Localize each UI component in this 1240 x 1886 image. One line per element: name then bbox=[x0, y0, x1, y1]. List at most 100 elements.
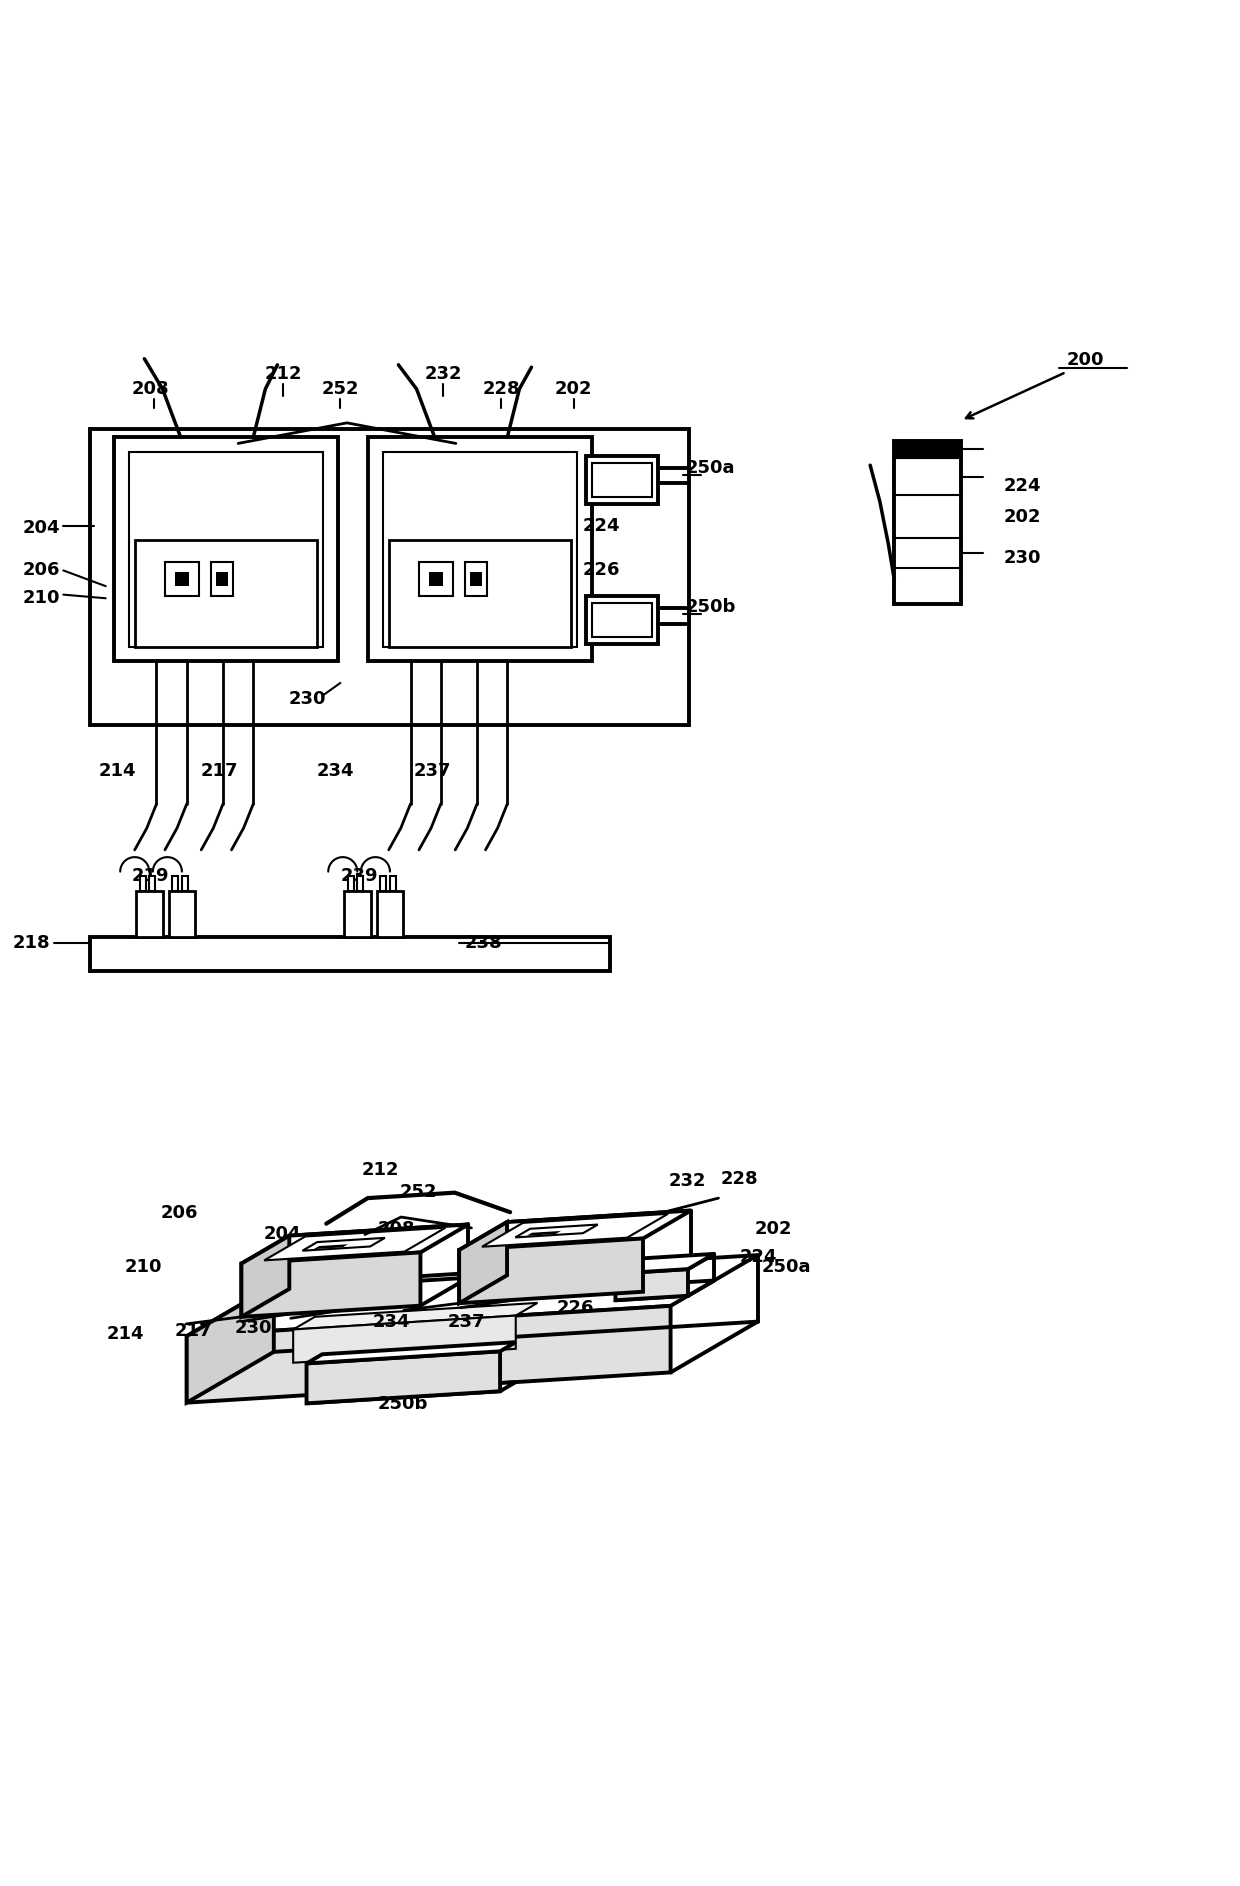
Text: 217: 217 bbox=[201, 762, 238, 781]
Text: 230: 230 bbox=[236, 1318, 273, 1337]
Text: 224: 224 bbox=[1003, 477, 1040, 494]
Bar bbox=[894, 441, 961, 458]
Bar bbox=[347, 877, 353, 890]
Bar bbox=[149, 877, 155, 890]
Text: 238: 238 bbox=[465, 934, 502, 952]
Text: 219: 219 bbox=[131, 868, 169, 885]
Text: 237: 237 bbox=[448, 1313, 485, 1332]
Polygon shape bbox=[615, 1254, 714, 1273]
Bar bbox=[470, 571, 482, 587]
Text: 228: 228 bbox=[482, 379, 520, 398]
Bar bbox=[343, 890, 371, 937]
Polygon shape bbox=[459, 1211, 691, 1250]
Bar bbox=[91, 937, 610, 971]
Bar bbox=[169, 890, 195, 937]
Bar bbox=[377, 890, 403, 937]
Text: 237: 237 bbox=[413, 762, 451, 781]
Bar bbox=[135, 539, 317, 647]
Polygon shape bbox=[187, 1286, 274, 1403]
Text: 202: 202 bbox=[556, 379, 593, 398]
Bar bbox=[465, 562, 487, 596]
Polygon shape bbox=[615, 1269, 688, 1299]
Text: 214: 214 bbox=[107, 1324, 144, 1343]
Text: 224: 224 bbox=[583, 517, 620, 534]
Polygon shape bbox=[187, 1254, 758, 1335]
Polygon shape bbox=[306, 1343, 516, 1364]
Bar bbox=[383, 453, 578, 647]
Text: 252: 252 bbox=[401, 1183, 438, 1201]
Bar bbox=[216, 571, 228, 587]
Text: 250b: 250b bbox=[686, 598, 735, 615]
Bar bbox=[140, 877, 145, 890]
Text: 206: 206 bbox=[161, 1203, 198, 1222]
Text: 208: 208 bbox=[377, 1220, 415, 1237]
Text: 250a: 250a bbox=[686, 458, 735, 477]
Bar bbox=[591, 604, 652, 637]
Text: 234: 234 bbox=[373, 1313, 410, 1332]
Bar bbox=[182, 877, 188, 890]
Text: 214: 214 bbox=[99, 762, 136, 781]
Text: 206: 206 bbox=[22, 562, 60, 579]
Bar bbox=[114, 438, 339, 662]
Bar bbox=[429, 571, 443, 587]
Bar bbox=[419, 562, 453, 596]
Bar bbox=[172, 877, 179, 890]
Text: 226: 226 bbox=[583, 562, 620, 579]
Text: 217: 217 bbox=[175, 1322, 212, 1339]
Polygon shape bbox=[527, 1232, 560, 1235]
Polygon shape bbox=[187, 1305, 671, 1403]
Bar bbox=[357, 877, 363, 890]
Text: 210: 210 bbox=[124, 1258, 162, 1277]
Polygon shape bbox=[459, 1239, 644, 1303]
Text: 224: 224 bbox=[739, 1249, 776, 1266]
Polygon shape bbox=[242, 1252, 420, 1316]
Text: 228: 228 bbox=[720, 1169, 759, 1188]
Bar bbox=[368, 438, 591, 662]
Text: 210: 210 bbox=[22, 588, 60, 607]
Bar bbox=[91, 428, 688, 726]
Polygon shape bbox=[242, 1235, 289, 1316]
Bar bbox=[175, 571, 190, 587]
Text: 212: 212 bbox=[265, 366, 303, 383]
Text: 252: 252 bbox=[321, 379, 360, 398]
Bar bbox=[587, 596, 658, 645]
Text: 234: 234 bbox=[316, 762, 355, 781]
Text: 230: 230 bbox=[1003, 549, 1040, 568]
Polygon shape bbox=[264, 1228, 445, 1260]
Text: 232: 232 bbox=[424, 366, 463, 383]
Text: 226: 226 bbox=[557, 1299, 594, 1316]
Text: 250a: 250a bbox=[761, 1258, 811, 1277]
Text: 250b: 250b bbox=[378, 1396, 429, 1413]
Text: 232: 232 bbox=[668, 1173, 706, 1190]
Polygon shape bbox=[242, 1224, 469, 1264]
Bar bbox=[211, 562, 233, 596]
Polygon shape bbox=[293, 1303, 537, 1330]
Text: 208: 208 bbox=[131, 379, 169, 398]
Polygon shape bbox=[615, 1281, 714, 1299]
Text: 212: 212 bbox=[362, 1160, 399, 1179]
Text: 230: 230 bbox=[289, 690, 326, 707]
Text: 202: 202 bbox=[1003, 507, 1040, 526]
Bar bbox=[894, 441, 961, 458]
Polygon shape bbox=[293, 1316, 516, 1364]
Polygon shape bbox=[482, 1215, 668, 1247]
Polygon shape bbox=[516, 1224, 598, 1237]
Text: 204: 204 bbox=[22, 519, 60, 538]
Polygon shape bbox=[306, 1382, 516, 1403]
Bar bbox=[894, 441, 961, 604]
Bar bbox=[587, 456, 658, 504]
Bar bbox=[129, 453, 324, 647]
Bar bbox=[381, 877, 387, 890]
Text: 200: 200 bbox=[1066, 351, 1104, 370]
Bar bbox=[389, 877, 396, 890]
Bar bbox=[388, 539, 572, 647]
Bar bbox=[165, 562, 198, 596]
Polygon shape bbox=[303, 1237, 384, 1250]
Text: 239: 239 bbox=[341, 868, 378, 885]
Polygon shape bbox=[459, 1222, 507, 1303]
Polygon shape bbox=[314, 1245, 348, 1249]
Text: 202: 202 bbox=[755, 1220, 792, 1237]
Bar bbox=[591, 462, 652, 496]
Bar bbox=[136, 890, 162, 937]
Text: 218: 218 bbox=[12, 934, 50, 952]
